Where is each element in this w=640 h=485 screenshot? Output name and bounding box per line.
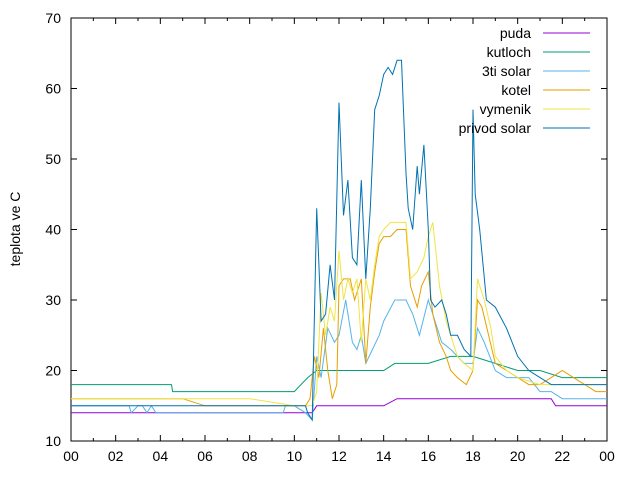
y-tick-label: 30 [45,292,61,308]
x-tick-label: 00 [599,448,615,464]
x-tick-label: 16 [421,448,437,464]
series-line-3ti-solar [71,298,607,422]
series-line-kutloch [71,355,607,393]
legend-label: privod solar [459,120,532,136]
legend-label: vymenik [480,101,532,117]
x-tick-label: 12 [331,448,347,464]
y-tick-label: 20 [45,363,61,379]
x-tick-label: 22 [555,448,571,464]
y-tick-label: 70 [45,10,61,26]
x-tick-label: 06 [197,448,213,464]
legend: puda kutloch 3ti solar kotel vymenik privod s… [459,25,590,136]
x-tick-label: 18 [465,448,481,464]
x-tick-label: 10 [287,448,303,464]
y-tick-label: 10 [45,433,61,449]
y-tick-label: 50 [45,151,61,167]
y-tick-label: 40 [45,222,61,238]
series-line-vymenik [71,221,607,407]
y-axis-label: teplota ve C [7,192,23,267]
x-tick-label: 00 [63,448,79,464]
x-tick-label: 04 [153,448,169,464]
series-lines [71,59,607,422]
legend-label: 3ti solar [482,63,531,79]
x-tick-label: 14 [376,448,392,464]
series-line-puda [71,398,607,414]
x-tick-label: 08 [242,448,258,464]
legend-label: kutloch [487,44,531,60]
legend-label: kotel [501,82,531,98]
x-tick-label: 02 [108,448,124,464]
y-tick-label: 60 [45,81,61,97]
legend-label: puda [500,25,531,41]
x-tick-label: 20 [510,448,526,464]
series-line-privod-solar [71,59,607,422]
